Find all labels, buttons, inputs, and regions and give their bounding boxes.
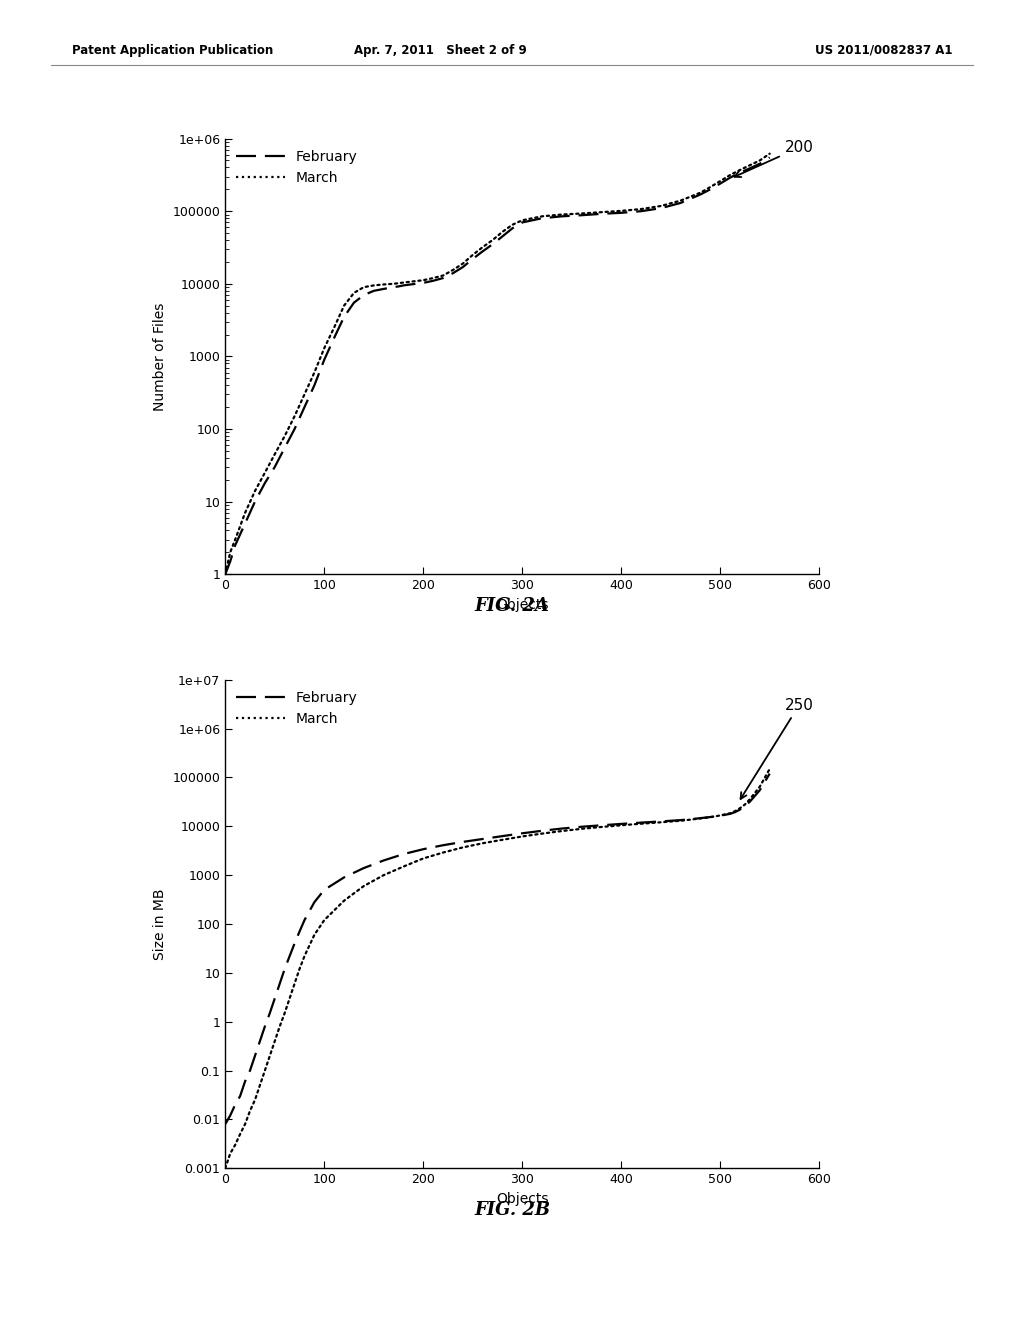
Y-axis label: Number of Files: Number of Files bbox=[153, 302, 167, 411]
Text: Patent Application Publication: Patent Application Publication bbox=[72, 44, 273, 57]
Legend: February, March: February, March bbox=[232, 145, 362, 189]
Y-axis label: Size in MB: Size in MB bbox=[153, 888, 167, 960]
Text: Apr. 7, 2011   Sheet 2 of 9: Apr. 7, 2011 Sheet 2 of 9 bbox=[354, 44, 526, 57]
X-axis label: Objects: Objects bbox=[496, 1192, 549, 1205]
Text: FIG. 2B: FIG. 2B bbox=[474, 1201, 550, 1220]
Text: FIG. 2A: FIG. 2A bbox=[474, 597, 550, 615]
Legend: February, March: February, March bbox=[232, 686, 362, 730]
Text: 250: 250 bbox=[740, 698, 813, 799]
X-axis label: Objects: Objects bbox=[496, 598, 549, 611]
Text: US 2011/0082837 A1: US 2011/0082837 A1 bbox=[815, 44, 952, 57]
Text: 200: 200 bbox=[734, 140, 813, 177]
